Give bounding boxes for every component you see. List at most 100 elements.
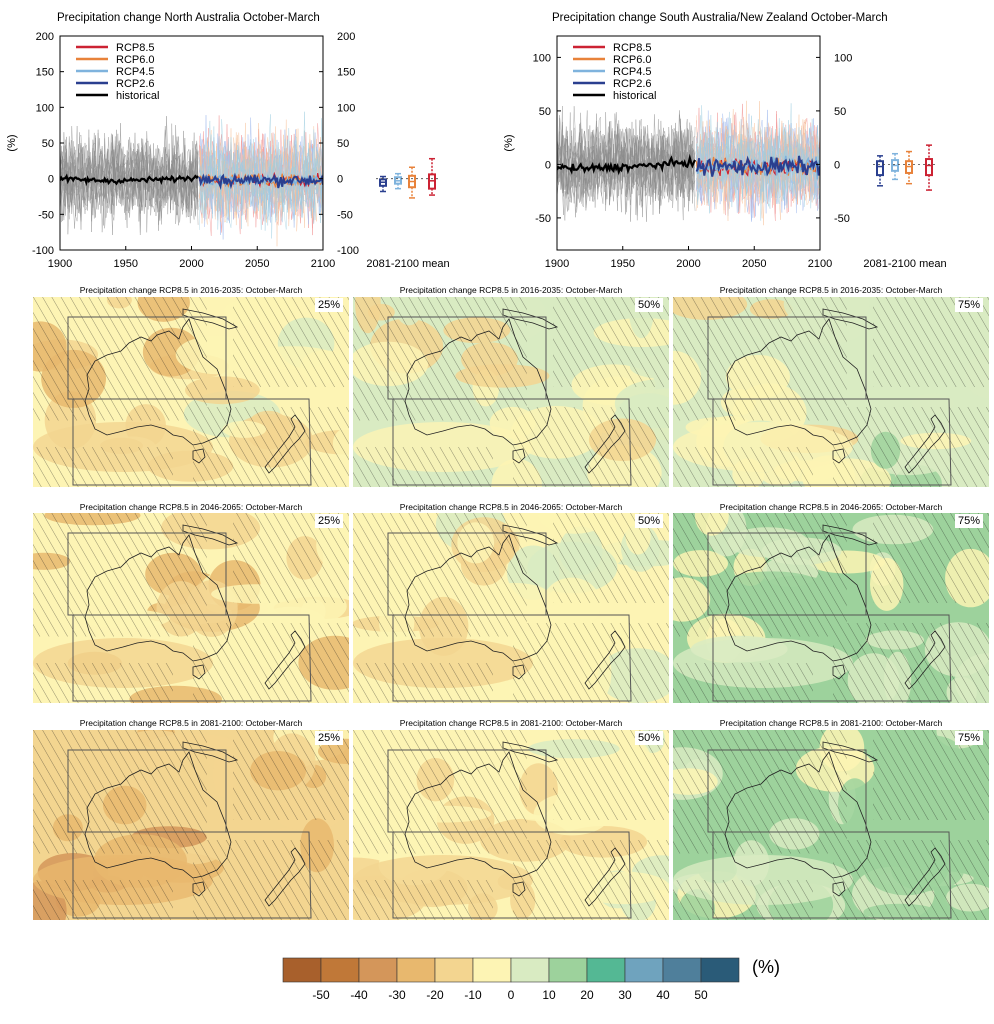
coastline: [264, 847, 306, 907]
colorbar-tick-label: 40: [656, 988, 670, 1002]
coastline: [192, 448, 206, 464]
region-box-south: [72, 614, 312, 702]
region-box-south: [72, 831, 312, 919]
colorbar-swatch: [320, 957, 360, 983]
map-svg: [673, 730, 989, 920]
boxplot-RCP2.6: [876, 160, 884, 177]
coastline: [192, 881, 206, 897]
legend-label: RCP4.5: [613, 66, 652, 78]
region-box-south: [72, 398, 312, 486]
ytick-right-label: 200: [337, 31, 355, 43]
colorbar-tick-label: -30: [388, 988, 406, 1002]
colorbar-swatch: [624, 957, 664, 983]
colorbar-swatch: [434, 957, 474, 983]
xtick-label: 2000: [676, 258, 700, 270]
percentile-label: 75%: [955, 731, 984, 745]
map-svg: [353, 297, 669, 487]
coastline: [502, 308, 559, 330]
coastline: [502, 524, 559, 546]
ytick-right-label: -100: [337, 245, 359, 257]
ts-svg-south: -50 -50 0 0 50 50 100 100 1900 1950 2000 2050 2100 (%…: [503, 35, 947, 270]
ytick-right-label: 100: [834, 52, 852, 64]
region-box-south: [392, 614, 632, 702]
coastline: [584, 847, 626, 907]
legend-label: RCP2.6: [116, 78, 155, 90]
xtick-label: 1900: [545, 258, 569, 270]
colorbar-swatch: [358, 957, 398, 983]
ytick-left-label: 0: [545, 159, 551, 171]
region-box-south: [392, 398, 632, 486]
map-title: Precipitation change RCP8.5 in 2016-2035…: [399, 285, 623, 295]
ytick-left-label: -50: [38, 209, 54, 221]
region-box-south: [712, 831, 952, 919]
coastline: [832, 448, 846, 464]
map-title: Precipitation change RCP8.5 in 2081-2100…: [79, 718, 303, 728]
percentile-label: 75%: [955, 514, 984, 528]
colorbar-swatch: [282, 957, 322, 983]
percentile-label: 50%: [635, 298, 664, 312]
map-svg: [353, 513, 669, 703]
colorbar-tick-label: -40: [350, 988, 368, 1002]
coastline: [724, 534, 872, 662]
boxplot-RCP8.5: [925, 158, 933, 177]
colorbar-swatch: [586, 957, 626, 983]
y-axis-label: (%): [6, 134, 18, 151]
colorbar-swatch: [662, 957, 702, 983]
map-svg: [673, 297, 989, 487]
ytick-right-label: 0: [337, 174, 343, 186]
coastline: [404, 318, 552, 446]
map-title: Precipitation change RCP8.5 in 2016-2035…: [719, 285, 943, 295]
map-svg: [33, 297, 349, 487]
colorbar-swatch: [700, 957, 740, 983]
coastline: [822, 524, 879, 546]
colorbar-tick-label: -50: [312, 988, 330, 1002]
colorbar-swatch: [510, 957, 550, 983]
coastline: [724, 318, 872, 446]
ytick-left-label: -50: [535, 213, 551, 225]
colorbar-tick-label: -20: [426, 988, 444, 1002]
ytick-right-label: -50: [337, 209, 353, 221]
xtick-label: 2050: [742, 258, 766, 270]
coastline: [512, 664, 526, 680]
xtick-label: 2000: [179, 258, 203, 270]
legend-label: historical: [613, 90, 656, 102]
legend-label: historical: [116, 90, 159, 102]
ytick-right-label: -50: [834, 213, 850, 225]
coastline: [84, 534, 232, 662]
coastline: [904, 630, 946, 690]
ytick-right-label: 50: [834, 106, 846, 118]
coastline: [904, 414, 946, 474]
coastline: [512, 881, 526, 897]
ytick-right-label: 150: [337, 67, 355, 79]
map-title: Precipitation change RCP8.5 in 2046-2065…: [79, 502, 303, 512]
percentile-label: 25%: [315, 731, 344, 745]
coastline: [182, 524, 239, 546]
percentile-label: 50%: [635, 514, 664, 528]
coastline: [832, 881, 846, 897]
legend-label: RCP6.0: [613, 54, 652, 66]
legend-label: RCP6.0: [116, 54, 155, 66]
coastline: [724, 751, 872, 879]
coastline: [404, 751, 552, 879]
ts-title-north: Precipitation change North Australia Oct…: [57, 12, 320, 24]
colorbar-tick-label: 10: [542, 988, 556, 1002]
ytick-left-label: -100: [32, 245, 54, 257]
map-svg: [33, 513, 349, 703]
boxplot-period-label: 2081-2100 mean: [863, 258, 946, 270]
ytick-right-label: 100: [337, 102, 355, 114]
ytick-left-label: 200: [36, 31, 54, 43]
map-title: Precipitation change RCP8.5 in 2081-2100…: [719, 718, 943, 728]
colorbar-tick-label: 50: [694, 988, 708, 1002]
coastline: [192, 664, 206, 680]
colorbar-swatch: [548, 957, 588, 983]
xtick-label: 1950: [611, 258, 635, 270]
coastline: [182, 308, 239, 330]
region-box-south: [392, 831, 632, 919]
legend-label: RCP8.5: [116, 42, 155, 54]
region-box-south: [712, 614, 952, 702]
colorbar-swatch: [396, 957, 436, 983]
map-title: Precipitation change RCP8.5 in 2046-2065…: [719, 502, 943, 512]
colorbar-svg: -50 -40 -30 -20 -10 0 10 20 30 40 50: [282, 957, 740, 1002]
colorbar-unit: (%): [752, 957, 780, 977]
legend-label: RCP8.5: [613, 42, 652, 54]
